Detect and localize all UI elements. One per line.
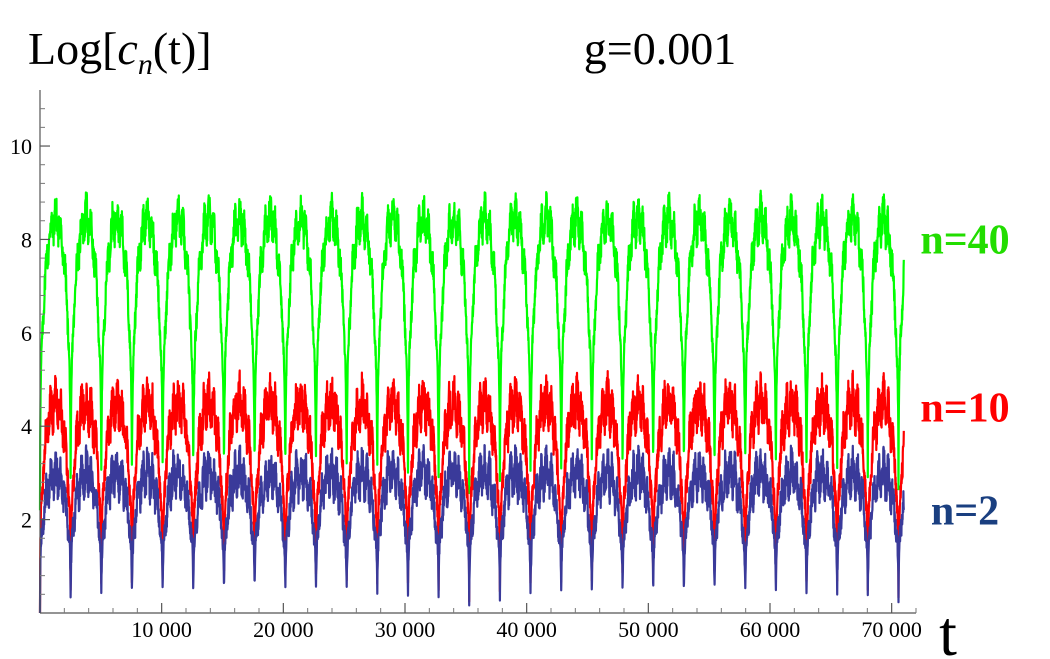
y-axis-label-suffix: (t)] bbox=[153, 23, 212, 74]
ticks: 2 4 6 8 10 10 000 20 000 30 000 40 000 50 000 60 0… bbox=[10, 108, 922, 642]
series-line-n-40 bbox=[38, 189, 905, 511]
y-tick-label: 2 bbox=[21, 508, 32, 533]
y-axis-label-prefix: Log[ bbox=[28, 23, 117, 74]
series-label-n-2: n=2 bbox=[931, 488, 999, 534]
series-label-n-40: n=40 bbox=[920, 217, 1009, 263]
x-tick-label: 10 000 bbox=[131, 617, 192, 642]
plot-lines bbox=[38, 189, 905, 614]
x-tick-label: 40 000 bbox=[496, 617, 557, 642]
y-axis-label-var: c bbox=[117, 23, 137, 74]
x-tick-label: 50 000 bbox=[618, 617, 679, 642]
x-tick-label: 20 000 bbox=[253, 617, 314, 642]
y-tick-label: 6 bbox=[21, 321, 32, 346]
chart-title: g=0.001 bbox=[584, 23, 736, 74]
y-tick-label: 4 bbox=[21, 414, 32, 439]
y-axis-label-sub: n bbox=[138, 48, 153, 81]
series-label-n-10: n=10 bbox=[920, 386, 1009, 432]
series-labels: n=40 n=10 n=2 bbox=[920, 217, 1009, 534]
x-tick-label: 30 000 bbox=[375, 617, 436, 642]
x-tick-label: 60 000 bbox=[740, 617, 801, 642]
series-line-n-10 bbox=[38, 369, 905, 614]
y-tick-label: 8 bbox=[21, 227, 32, 252]
axes bbox=[39, 90, 916, 614]
x-axis-label: t bbox=[939, 598, 957, 659]
y-tick-label: 10 bbox=[10, 134, 32, 159]
x-tick-label: 70 000 bbox=[861, 617, 922, 642]
series-line-n-2 bbox=[38, 444, 905, 614]
y-axis-label: Log[cn(t)] bbox=[28, 23, 212, 81]
